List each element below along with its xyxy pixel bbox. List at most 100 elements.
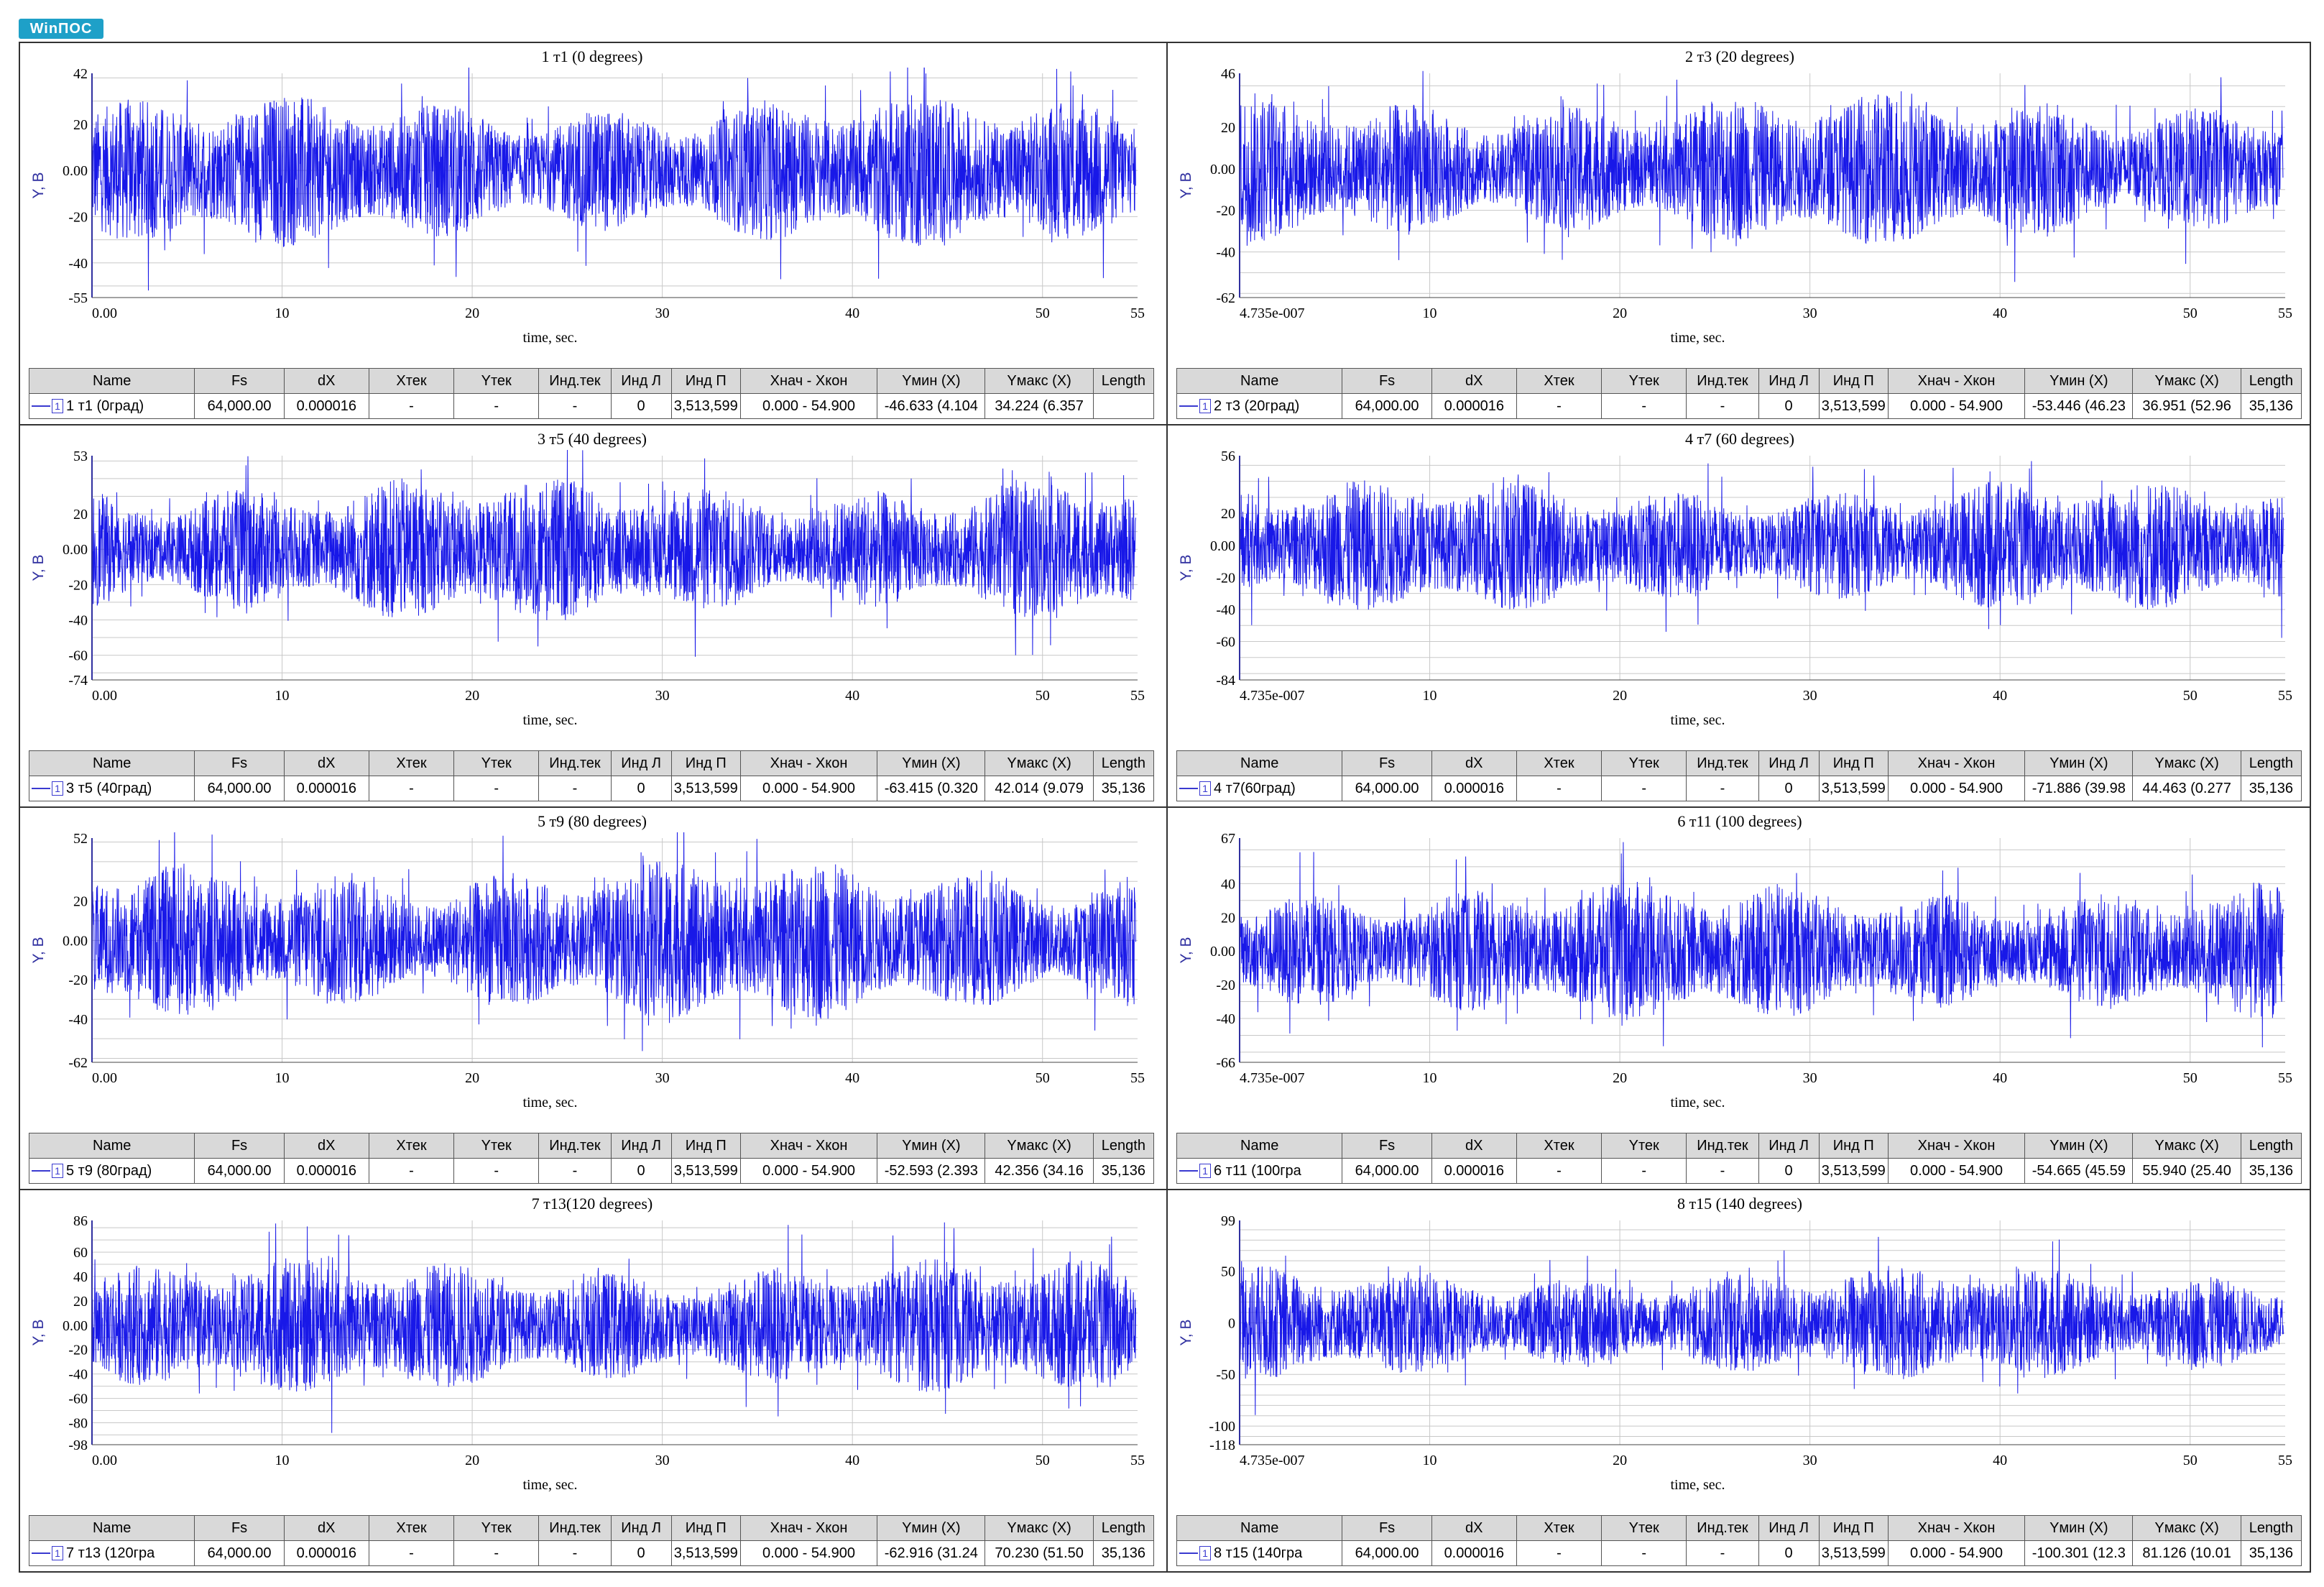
table-header-cell[interactable]: Инд.тек <box>1686 750 1759 776</box>
table-header-cell[interactable]: Инд П <box>670 1133 741 1159</box>
table-header-cell[interactable]: Инд.тек <box>1686 1515 1759 1541</box>
table-header-cell[interactable]: Инд.тек <box>538 750 612 776</box>
table-header-cell[interactable]: Yмин (X) <box>877 368 986 394</box>
table-header-cell[interactable]: Length <box>1092 750 1155 776</box>
table-header-cell[interactable]: Xтек <box>368 750 455 776</box>
table-header-cell[interactable]: Yтек <box>1601 368 1687 394</box>
table-header-cell[interactable]: Xтек <box>368 1133 455 1159</box>
table-header-cell[interactable]: Инд П <box>670 750 741 776</box>
table-header-cell[interactable]: Инд Л <box>610 1515 672 1541</box>
table-header-cell[interactable]: Инд П <box>670 368 741 394</box>
waveform-chart[interactable]: 56 20 0.00 -20 -40 -60 -84 Y, B 4.735e-007 10 20 30… <box>1168 450 2296 737</box>
table-header-cell[interactable]: dX <box>1431 750 1517 776</box>
table-header-cell[interactable]: Инд Л <box>1758 1133 1820 1159</box>
table-header-cell[interactable]: Инд П <box>1818 1515 1889 1541</box>
channel-marker-icon[interactable]: 1 <box>52 1546 63 1561</box>
table-header-cell[interactable]: Fs <box>1342 368 1432 394</box>
table-header-cell[interactable]: Yмакс (X) <box>2132 368 2241 394</box>
channel-marker-icon[interactable]: 1 <box>1199 399 1211 414</box>
table-header-cell[interactable]: Yмакс (X) <box>2132 750 2241 776</box>
channel-marker-icon[interactable]: 1 <box>1199 1164 1211 1179</box>
table-header-cell[interactable]: Инд Л <box>1758 1515 1820 1541</box>
table-header-cell[interactable]: Name <box>1176 750 1343 776</box>
table-header-cell[interactable]: Xтек <box>1516 1515 1603 1541</box>
table-header-cell[interactable]: Инд Л <box>1758 750 1820 776</box>
waveform-chart[interactable]: 46 20 0.00 -20 -40 -62 Y, B 4.735e-007 10 20 30 40 5… <box>1168 68 2296 355</box>
table-header-cell[interactable]: dX <box>1431 368 1517 394</box>
table-header-cell[interactable]: Yмакс (X) <box>2132 1133 2241 1159</box>
waveform-chart[interactable]: 52 20 0.00 -20 -40 -62 Y, B 0.00 10 20 30 40 50 55 tim… <box>20 832 1148 1120</box>
waveform-chart[interactable]: 42 20 0.00 -20 -40 -55 Y, B 0.00 10 20 30 40 50 55 tim… <box>20 68 1148 355</box>
table-header-cell[interactable]: Name <box>28 368 195 394</box>
channel-marker-icon[interactable]: 1 <box>52 399 63 414</box>
waveform-chart[interactable]: 86 60 40 20 0.00 -20 -40 -60 -80 -98 Y, B 0.00 10 20 3… <box>20 1215 1148 1502</box>
table-header-cell[interactable]: Инд П <box>1818 368 1889 394</box>
table-header-cell[interactable]: Yмакс (X) <box>985 368 1094 394</box>
table-header-cell[interactable]: Name <box>1176 368 1343 394</box>
table-header-cell[interactable]: Yтек <box>1601 750 1687 776</box>
table-header-cell[interactable]: Yмин (X) <box>2024 368 2134 394</box>
table-header-cell[interactable]: Fs <box>1342 1133 1432 1159</box>
table-header-cell[interactable]: Xтек <box>368 1515 455 1541</box>
table-header-cell[interactable]: Yмин (X) <box>877 1133 986 1159</box>
table-header-cell[interactable]: Yтек <box>453 1133 540 1159</box>
table-header-cell[interactable]: Length <box>2240 750 2302 776</box>
table-header-cell[interactable]: Fs <box>194 368 285 394</box>
table-header-cell[interactable]: dX <box>283 1133 369 1159</box>
table-header-cell[interactable]: Xнач - Xкон <box>739 1515 878 1541</box>
table-header-cell[interactable]: Yмакс (X) <box>985 1515 1094 1541</box>
table-header-cell[interactable]: Yмин (X) <box>877 1515 986 1541</box>
channel-marker-icon[interactable]: 1 <box>1199 1546 1211 1561</box>
table-header-cell[interactable]: Xтек <box>368 368 455 394</box>
table-header-cell[interactable]: Yмин (X) <box>877 750 986 776</box>
table-header-cell[interactable]: Yтек <box>1601 1133 1687 1159</box>
table-header-cell[interactable]: Name <box>1176 1133 1343 1159</box>
table-header-cell[interactable]: Yмакс (X) <box>985 1133 1094 1159</box>
table-header-cell[interactable]: Yтек <box>1601 1515 1687 1541</box>
table-header-cell[interactable]: Xтек <box>1516 368 1603 394</box>
table-header-cell[interactable]: Yмин (X) <box>2024 1515 2134 1541</box>
table-header-cell[interactable]: Fs <box>194 1515 285 1541</box>
table-header-cell[interactable]: Xтек <box>1516 1133 1603 1159</box>
table-header-cell[interactable]: Yмин (X) <box>2024 1133 2134 1159</box>
table-header-cell[interactable]: dX <box>283 750 369 776</box>
table-header-cell[interactable]: Инд Л <box>610 750 672 776</box>
waveform-chart[interactable]: 53 20 0.00 -20 -40 -60 -74 Y, B 0.00 10 20 30 40 50 55… <box>20 450 1148 737</box>
table-header-cell[interactable]: dX <box>283 368 369 394</box>
table-header-cell[interactable]: Length <box>1092 1133 1155 1159</box>
table-header-cell[interactable]: Length <box>2240 368 2302 394</box>
table-header-cell[interactable]: Length <box>1092 368 1155 394</box>
table-header-cell[interactable]: Инд П <box>670 1515 741 1541</box>
table-header-cell[interactable]: Length <box>2240 1133 2302 1159</box>
table-header-cell[interactable]: Yтек <box>453 1515 540 1541</box>
table-header-cell[interactable]: Yтек <box>453 750 540 776</box>
table-header-cell[interactable]: Yмакс (X) <box>2132 1515 2241 1541</box>
table-header-cell[interactable]: Length <box>2240 1515 2302 1541</box>
table-header-cell[interactable]: Xнач - Xкон <box>1887 750 2026 776</box>
table-header-cell[interactable]: Xнач - Xкон <box>1887 1133 2026 1159</box>
table-header-cell[interactable]: Xнач - Xкон <box>1887 1515 2026 1541</box>
waveform-chart[interactable]: 99 50 0 -50 -100 -118 Y, B 4.735e-007 10 20 30 40 50… <box>1168 1215 2296 1502</box>
table-header-cell[interactable]: Инд.тек <box>538 1133 612 1159</box>
table-header-cell[interactable]: Инд.тек <box>1686 368 1759 394</box>
table-header-cell[interactable]: dX <box>283 1515 369 1541</box>
table-header-cell[interactable]: Fs <box>1342 750 1432 776</box>
table-header-cell[interactable]: Name <box>28 1515 195 1541</box>
table-header-cell[interactable]: Инд П <box>1818 1133 1889 1159</box>
table-header-cell[interactable]: Fs <box>194 1133 285 1159</box>
table-header-cell[interactable]: Xнач - Xкон <box>739 1133 878 1159</box>
waveform-chart[interactable]: 67 40 20 0.00 -20 -40 -66 Y, B 4.735e-007 10 20 30 4… <box>1168 832 2296 1120</box>
table-header-cell[interactable]: Xнач - Xкон <box>1887 368 2026 394</box>
table-header-cell[interactable]: Инд.тек <box>1686 1133 1759 1159</box>
table-header-cell[interactable]: Name <box>1176 1515 1343 1541</box>
table-header-cell[interactable]: Xтек <box>1516 750 1603 776</box>
table-header-cell[interactable]: Инд.тек <box>538 368 612 394</box>
table-header-cell[interactable]: dX <box>1431 1133 1517 1159</box>
